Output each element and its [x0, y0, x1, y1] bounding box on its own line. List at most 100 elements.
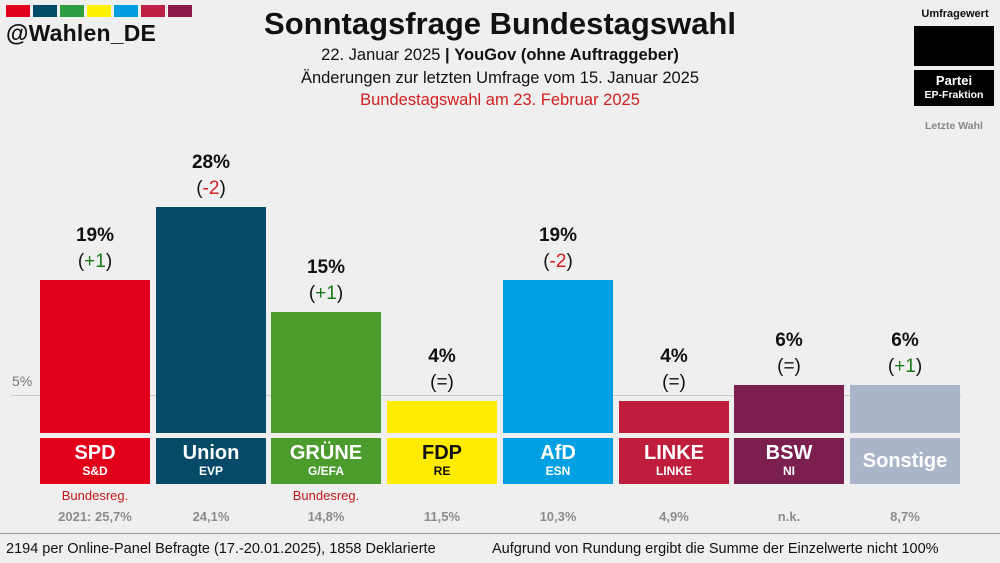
change-paren-close: ) — [794, 356, 801, 377]
change-label: (=) — [387, 372, 497, 394]
change-value: = — [668, 372, 680, 393]
survey-institute: YouGov (ohne Auftraggeber) — [454, 46, 679, 64]
bar-union — [156, 207, 266, 433]
value-label: 19% — [538, 225, 578, 246]
value-label: 6% — [775, 330, 803, 351]
ep-fraction: ESN — [545, 464, 571, 478]
last-election-value: 2021: 25,7% — [58, 509, 132, 524]
brand-handle: @Wahlen_DE — [6, 20, 157, 46]
change-paren-open: ( — [662, 372, 669, 393]
change-paren-open: ( — [77, 251, 85, 272]
bar-linke — [619, 401, 729, 433]
change-value: +1 — [315, 283, 337, 304]
legend-last-election-label: Letzte Wahl — [925, 120, 983, 132]
value-label: 19% — [75, 225, 115, 246]
election-date-note: Bundestagswahl am 23. Februar 2025 — [360, 91, 640, 109]
footer-rounding-note: Aufgrund von Rundung ergibt die Summe de… — [492, 541, 939, 557]
change-paren-open: ( — [430, 372, 437, 393]
survey-info: 22. Januar 2025 | YouGov (ohne Auftragge… — [0, 46, 1000, 65]
brand-stripe — [60, 5, 84, 17]
brand-stripe — [141, 5, 165, 17]
party-label-sonstige: Sonstige — [850, 438, 960, 484]
legend-value-swatch — [914, 26, 994, 66]
change-paren-close: ) — [336, 283, 344, 304]
change-paren-close: ) — [447, 372, 454, 393]
ep-fraction: EVP — [198, 464, 223, 478]
brand-stripe — [87, 5, 111, 17]
party-label-bsw: BSW NI — [734, 438, 844, 484]
change-paren-close: ) — [219, 178, 226, 199]
change-label: (=) — [619, 372, 729, 394]
party-name: SPD — [74, 442, 116, 464]
ep-fraction: RE — [433, 464, 451, 478]
last-election-value: 24,1% — [192, 509, 230, 524]
party-name: FDP — [422, 442, 462, 464]
change-label: (+1) — [850, 356, 960, 378]
party-name: BSW — [765, 442, 813, 464]
change-value: = — [783, 356, 795, 377]
last-election-value: 14,8% — [307, 509, 345, 524]
brand-stripe — [33, 5, 57, 17]
last-election-value: 8,7% — [890, 509, 920, 524]
change-label: (=) — [734, 356, 844, 378]
change-paren-close: ) — [566, 251, 573, 272]
change-paren-close: ) — [105, 251, 113, 272]
last-election-value: 4,9% — [659, 509, 689, 524]
separator: | — [445, 46, 450, 64]
ep-fraction: NI — [783, 464, 795, 478]
footer-sample-info: 2194 per Online-Panel Befragte (17.-20.0… — [6, 541, 436, 557]
value-label: 28% — [191, 152, 231, 173]
change-paren-close: ) — [679, 372, 686, 393]
bar-spd — [40, 280, 150, 433]
party-name: Union — [182, 442, 240, 464]
change-label: (-2) — [156, 178, 266, 200]
party-label-union: Union EVP — [156, 438, 266, 484]
last-election-value: n.k. — [777, 509, 801, 524]
ep-fraction: LINKE — [656, 464, 692, 478]
legend-fraction-label: EP-Fraktion — [924, 89, 984, 101]
bar-fdp — [387, 401, 497, 433]
bar-grüne — [271, 312, 381, 433]
party-label-afd: AfD ESN — [503, 438, 613, 484]
government-badge: Bundesreg. — [292, 488, 360, 503]
change-label: (+1) — [40, 251, 150, 273]
party-label-grüne: GRÜNE G/EFA — [271, 438, 381, 484]
change-paren-open: ( — [777, 356, 784, 377]
ep-fraction: G/EFA — [307, 464, 344, 478]
party-name: AfD — [540, 442, 576, 464]
change-value: = — [436, 372, 448, 393]
change-paren-open: ( — [196, 178, 203, 199]
change-value: -2 — [202, 178, 220, 199]
value-label: 15% — [306, 257, 346, 278]
change-paren-open: ( — [543, 251, 550, 272]
changes-note: Änderungen zur letzten Umfrage vom 15. J… — [300, 69, 700, 87]
change-value: -2 — [549, 251, 567, 272]
change-paren-close: ) — [915, 356, 923, 377]
change-value: +1 — [84, 251, 106, 272]
brand-stripe — [114, 5, 138, 17]
bar-afd — [503, 280, 613, 433]
ep-fraction: S&D — [82, 464, 108, 478]
change-paren-open: ( — [308, 283, 316, 304]
footer-divider — [0, 533, 1000, 534]
threshold-label: 5% — [12, 373, 33, 389]
last-election-value: 11,5% — [423, 509, 461, 524]
party-name: LINKE — [644, 442, 704, 464]
value-label: 4% — [428, 346, 456, 367]
value-label: 6% — [891, 330, 919, 351]
party-name: GRÜNE — [289, 442, 363, 464]
brand-color-stripes — [6, 5, 192, 17]
change-value: +1 — [894, 356, 916, 377]
party-label-linke: LINKE LINKE — [619, 438, 729, 484]
legend-value-label: Umfragewert — [921, 8, 989, 20]
last-election-value: 10,3% — [539, 509, 577, 524]
change-label: (-2) — [503, 251, 613, 273]
chart-title: Sonntagsfrage Bundestagswahl — [264, 6, 736, 41]
change-paren-open: ( — [887, 356, 895, 377]
bar-sonstige — [850, 385, 960, 433]
government-badge: Bundesreg. — [61, 488, 129, 503]
value-label: 4% — [660, 346, 688, 367]
brand-stripe — [168, 5, 192, 17]
party-name: Sonstige — [862, 450, 948, 472]
party-label-spd: SPD S&D — [40, 438, 150, 484]
